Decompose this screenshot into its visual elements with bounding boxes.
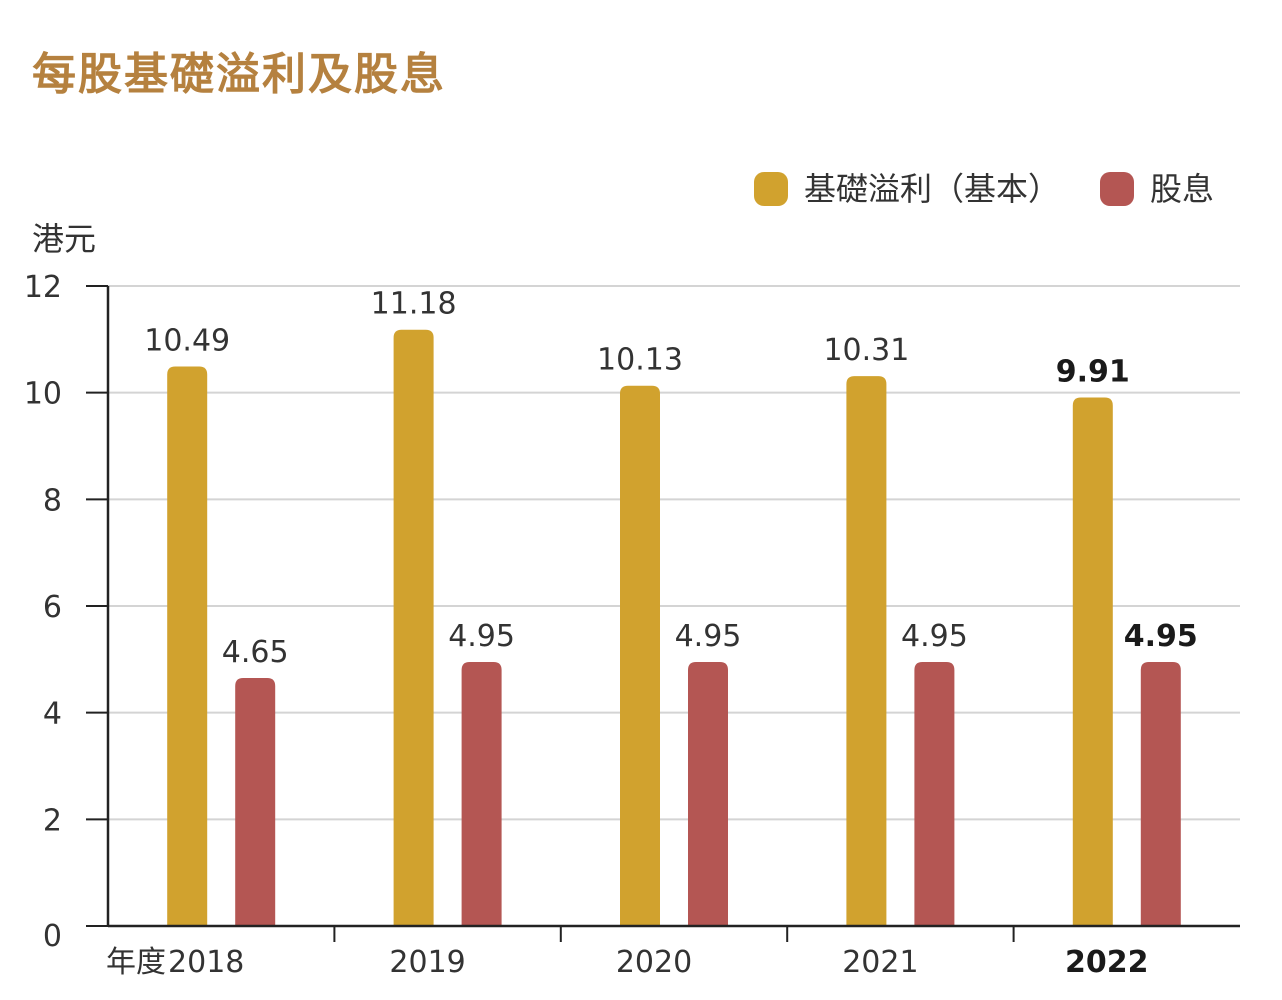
bar-dividend-2021: [914, 662, 955, 926]
data-label-dividend-2022: 4.95: [1124, 619, 1198, 654]
x-tick-label-2022: 2022: [1065, 945, 1149, 980]
legend-swatch: [754, 172, 788, 206]
bar-dividend-2020: [688, 662, 728, 926]
bar-earnings-2021: [846, 376, 887, 927]
bar-earnings-2022: [1072, 397, 1113, 926]
data-label-earnings-2022: 9.91: [1056, 354, 1130, 389]
data-label-earnings-2018: 10.49: [144, 324, 230, 359]
y-axis: 0 2 4 6 8 10 12: [24, 270, 110, 954]
data-label-earnings-2019: 11.18: [371, 287, 457, 322]
y-axis-label: 港元: [32, 220, 96, 258]
y-tick-label: 0: [43, 919, 62, 954]
x-axis-label: 年度: [106, 945, 166, 980]
y-tick-label: 12: [24, 270, 62, 305]
y-tick-label: 10: [24, 377, 62, 412]
bar-earnings-2019: [393, 329, 434, 926]
bars: 10.49 4.65 11.18 4.95 10.13 4.95 10.31 4.95 9.91…: [144, 287, 1198, 927]
gridlines: [108, 285, 1240, 821]
chart-title: 每股基礎溢利及股息: [32, 49, 446, 100]
data-label-earnings-2020: 10.13: [597, 343, 683, 378]
bar-earnings-2020: [620, 385, 660, 926]
y-tick-label: 8: [43, 483, 62, 518]
data-label-dividend-2021: 4.95: [901, 619, 968, 654]
data-label-dividend-2020: 4.95: [675, 619, 742, 654]
x-tick-label-2020: 2020: [616, 945, 692, 980]
bar-dividend-2019: [461, 662, 502, 926]
x-axis: 2018 2019 2020 2021 2022 年度: [106, 924, 1240, 980]
bar-dividend-2022: [1140, 662, 1181, 926]
data-label-earnings-2021: 10.31: [823, 333, 909, 368]
bar-earnings-2018: [167, 366, 208, 926]
y-tick-label: 4: [43, 697, 62, 732]
bar-dividend-2018: [235, 678, 276, 926]
data-label-dividend-2018: 4.65: [222, 635, 289, 670]
data-label-dividend-2019: 4.95: [448, 619, 515, 654]
legend-swatch: [1100, 172, 1134, 206]
x-tick-label-2019: 2019: [389, 945, 465, 980]
y-tick-label: 6: [43, 590, 62, 625]
legend-entry: 基礎溢利（基本）: [804, 170, 1060, 208]
legend: 基礎溢利（基本） 股息: [754, 170, 1214, 208]
x-tick-label-2018: 2018: [168, 945, 244, 980]
y-tick-label: 2: [43, 803, 62, 838]
legend-entry: 股息: [1150, 170, 1214, 208]
x-tick-label-2021: 2021: [842, 945, 918, 980]
